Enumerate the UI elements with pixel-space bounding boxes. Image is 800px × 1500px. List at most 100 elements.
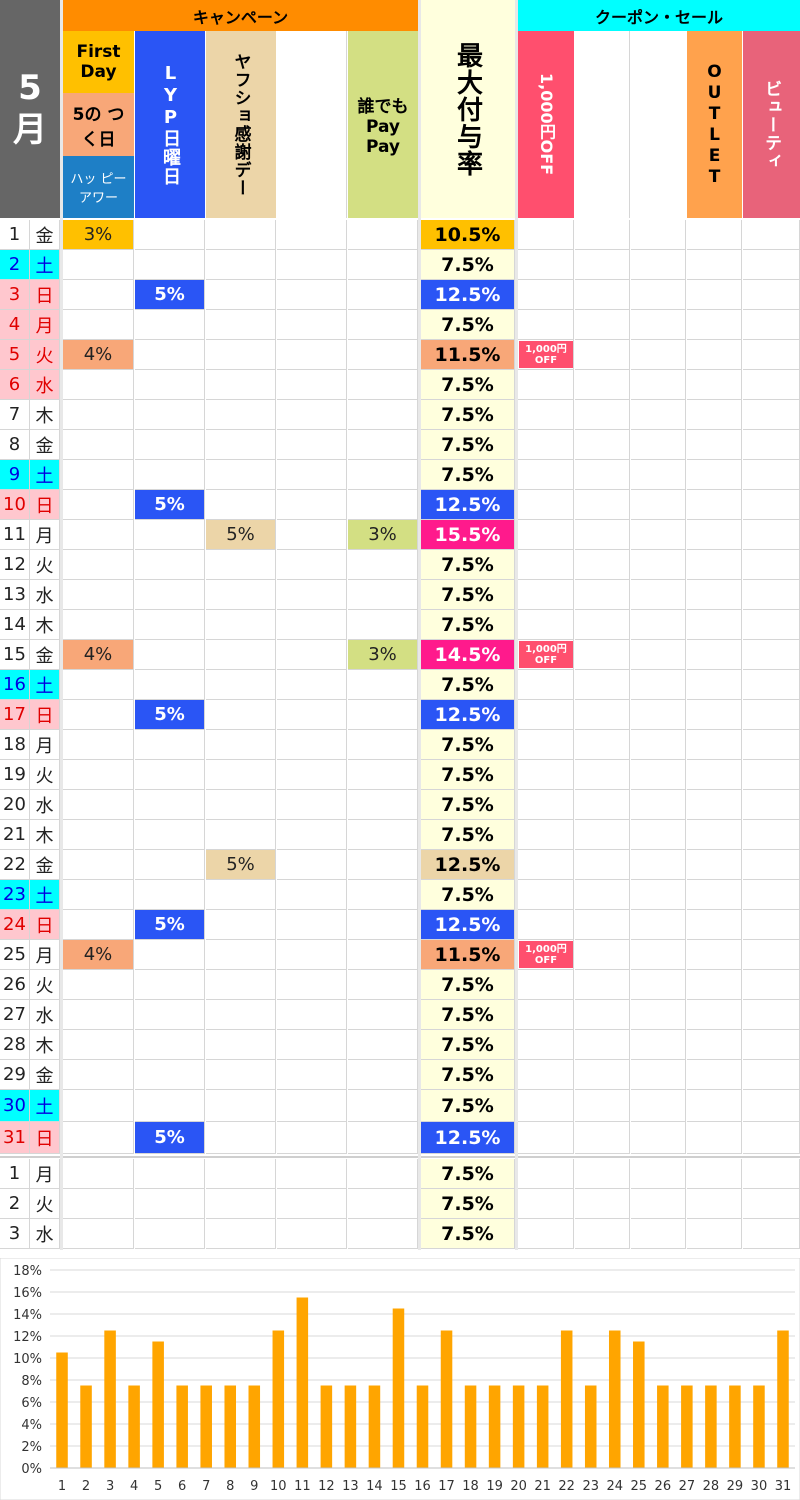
- y-tick-label: 16%: [13, 1286, 42, 1301]
- day-number: 2: [0, 250, 30, 280]
- yahoo-thanks-cell: [206, 640, 276, 670]
- table-cell: [575, 310, 630, 340]
- table-cell: [575, 940, 630, 970]
- table-cell: [575, 520, 630, 550]
- paypay-cell: [348, 970, 418, 1000]
- weekday: 月: [30, 520, 60, 550]
- day-number: 1: [0, 1159, 30, 1189]
- table-cell: [277, 280, 347, 310]
- day-number: 23: [0, 880, 30, 910]
- day-number: 3: [0, 1219, 30, 1249]
- paypay-cell: [348, 220, 418, 250]
- table-cell: [743, 610, 800, 640]
- max-rate-cell: 7.5%: [421, 400, 515, 430]
- table-cell: [631, 850, 686, 880]
- bar: [584, 1385, 597, 1468]
- x-tick-label: 18: [462, 1479, 479, 1494]
- table-cell: [743, 1030, 800, 1060]
- campaign-header: キャンペーン: [63, 0, 418, 31]
- paypay-cell: [348, 460, 418, 490]
- lyp-cell: [135, 340, 205, 370]
- table-cell: [687, 490, 742, 520]
- first-day-cell: [63, 700, 134, 730]
- table-cell: [631, 250, 686, 280]
- table-cell: [687, 1219, 742, 1249]
- paypay-cell: [348, 1122, 418, 1154]
- max-rate-cell: 7.5%: [421, 1159, 515, 1189]
- max-rate-cell: 7.5%: [421, 580, 515, 610]
- x-tick-label: 23: [582, 1479, 599, 1494]
- table-cell: [575, 1060, 630, 1090]
- outlet-header: OUTLET: [687, 31, 742, 218]
- day-number: 8: [0, 430, 30, 460]
- table-cell: [743, 580, 800, 610]
- column-divider: [60, 0, 63, 1250]
- first-day-cell: [63, 550, 134, 580]
- bar: [344, 1385, 357, 1468]
- table-cell: [575, 1122, 630, 1154]
- weekday: 木: [30, 400, 60, 430]
- table-cell: [277, 850, 347, 880]
- yahoo-thanks-cell: [206, 940, 276, 970]
- weekday: 月: [30, 310, 60, 340]
- five-day-header: 5の つく日: [63, 93, 134, 156]
- table-cell: [575, 1030, 630, 1060]
- x-tick-label: 27: [679, 1479, 696, 1494]
- coupon-cell: [518, 1000, 574, 1030]
- table-cell: [277, 1090, 347, 1122]
- table-cell: [277, 820, 347, 850]
- coupon-cell: [518, 400, 574, 430]
- table-cell: [631, 520, 686, 550]
- weekday: 日: [30, 910, 60, 940]
- table-cell: [631, 460, 686, 490]
- first-day-cell: [63, 850, 134, 880]
- weekday: 日: [30, 1122, 60, 1154]
- x-tick-label: 28: [703, 1479, 720, 1494]
- table-cell: [518, 1189, 574, 1219]
- table-cell: [743, 910, 800, 940]
- day-number: 20: [0, 790, 30, 820]
- bar: [272, 1330, 285, 1468]
- table-cell: [575, 640, 630, 670]
- max-rate-cell: 11.5%: [421, 940, 515, 970]
- coupon-cell: [518, 1030, 574, 1060]
- coupon-cell: 1,000円 OFF: [518, 640, 574, 670]
- table-cell: [687, 1030, 742, 1060]
- lyp-cell: 5%: [135, 490, 205, 520]
- y-tick-label: 6%: [21, 1396, 42, 1411]
- table-cell: [277, 250, 347, 280]
- table-cell: [277, 490, 347, 520]
- yahoo-thanks-cell: [206, 460, 276, 490]
- x-tick-label: 2: [82, 1479, 90, 1494]
- day-number: 2: [0, 1189, 30, 1219]
- table-cell: [687, 1159, 742, 1189]
- table-cell: [743, 850, 800, 880]
- bar: [560, 1330, 573, 1468]
- table-cell: [277, 220, 347, 250]
- table-cell: [277, 310, 347, 340]
- beauty-header: ビューティ: [743, 31, 800, 218]
- paypay-cell: [348, 550, 418, 580]
- table-cell: [743, 220, 800, 250]
- table-cell: [743, 640, 800, 670]
- table-cell: [206, 1189, 276, 1219]
- max-rate-cell: 12.5%: [421, 280, 515, 310]
- max-rate-cell: 7.5%: [421, 1000, 515, 1030]
- table-cell: [631, 1090, 686, 1122]
- table-cell: [743, 970, 800, 1000]
- table-cell: [687, 1060, 742, 1090]
- table-cell: [743, 430, 800, 460]
- day-number: 25: [0, 940, 30, 970]
- first-day-cell: [63, 730, 134, 760]
- bar: [320, 1385, 333, 1468]
- table-cell: [631, 550, 686, 580]
- happy-hour-header: ハッ ピー アワー: [63, 156, 134, 218]
- table-cell: [687, 430, 742, 460]
- weekday: 火: [30, 550, 60, 580]
- yahoo-thanks-cell: 5%: [206, 520, 276, 550]
- paypay-cell: [348, 700, 418, 730]
- table-cell: [277, 940, 347, 970]
- paypay-cell: [348, 490, 418, 520]
- bar: [753, 1385, 765, 1468]
- first-day-cell: [63, 1030, 134, 1060]
